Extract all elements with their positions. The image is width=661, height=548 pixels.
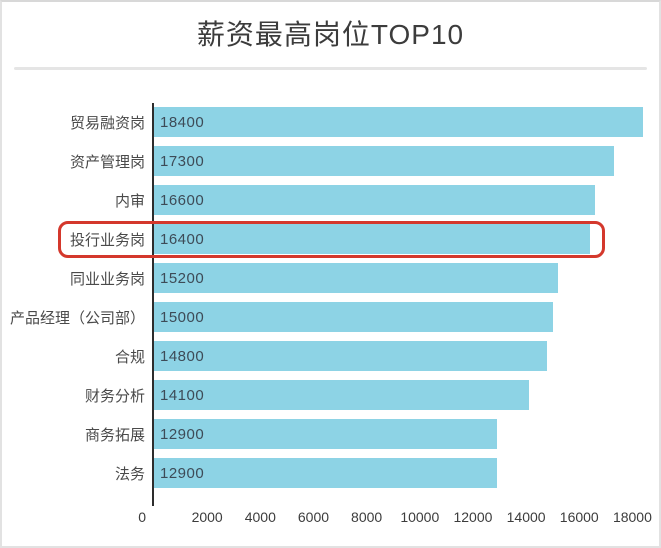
x-tick-label: 16000 <box>559 508 599 525</box>
category-label: 内审 <box>114 192 145 210</box>
bar: 18400 <box>154 107 644 138</box>
category-label: 贸易融资岗 <box>69 114 145 132</box>
chart-title: 薪资最高岗位TOP10 <box>196 19 465 50</box>
category-label: 财务分析 <box>84 387 145 405</box>
category-label: 投行业务岗 <box>69 231 145 249</box>
category-label: 商务拓展 <box>84 426 145 444</box>
bar-value-label: 14800 <box>160 347 205 365</box>
category-label: 法务 <box>114 465 145 483</box>
bar-row: 17300 <box>154 142 659 181</box>
bar-row: 16600 <box>154 181 659 220</box>
title-divider <box>14 66 647 70</box>
bar: 15200 <box>154 263 558 294</box>
bar-row: 12900 <box>154 454 659 493</box>
category-label: 资产管理岗 <box>69 153 145 171</box>
x-tick-label: 4000 <box>244 508 276 525</box>
bar-value-label: 15200 <box>160 269 205 287</box>
bar-value-label: 12900 <box>160 464 205 482</box>
bar-value-label: 16600 <box>160 191 205 209</box>
bar-row: 14800 <box>154 337 659 376</box>
chart-body: 贸易融资岗资产管理岗内审投行业务岗同业业务岗产品经理（公司部） 合规财务分析商务拓… <box>2 102 659 506</box>
bar-value-label: 18400 <box>160 113 205 131</box>
bar: 12900 <box>154 419 497 450</box>
bar: 17300 <box>154 146 614 177</box>
bar-chart: 贸易融资岗资产管理岗内审投行业务岗同业业务岗产品经理（公司部） 合规财务分析商务拓… <box>2 102 659 530</box>
category-label: 产品经理（公司部） <box>9 309 145 327</box>
x-tick-label: 14000 <box>506 508 546 525</box>
bar-row: 12900 <box>154 415 659 454</box>
bar-value-label: 14100 <box>160 386 205 404</box>
bar: 15000 <box>154 302 553 333</box>
bar-value-label: 17300 <box>160 152 205 170</box>
bar: 16400 <box>154 224 590 255</box>
bar-row: 15000 <box>154 298 659 337</box>
bar-value-label: 12900 <box>160 425 205 443</box>
category-label: 合规 <box>114 348 145 366</box>
bar: 16600 <box>154 185 596 216</box>
bar: 14100 <box>154 380 529 411</box>
bar-row: 14100 <box>154 376 659 415</box>
x-tick-label: 18000 <box>612 508 652 525</box>
bar: 12900 <box>154 458 497 489</box>
x-tick-label: 0 <box>138 508 146 525</box>
x-tick-label: 8000 <box>351 508 383 525</box>
x-tick-label: 10000 <box>400 508 440 525</box>
bar-row: 16400 <box>58 220 659 259</box>
x-axis: 0 2000 4000 6000 8000 10000 12000 14000 16000 180… <box>138 506 659 530</box>
bar-value-label: 16400 <box>160 230 205 248</box>
bar-row: 15200 <box>154 259 659 298</box>
bar-row: 18400 <box>154 103 659 142</box>
x-tick-label: 12000 <box>453 508 493 525</box>
x-tick-label: 6000 <box>297 508 330 525</box>
x-tick-label: 2000 <box>191 508 223 525</box>
plot-area: 18400 17300 16600 16400 15200 15000 14800 14100… <box>58 102 659 506</box>
bar-value-label: 15000 <box>160 308 205 326</box>
category-axis: 贸易融资岗资产管理岗内审投行业务岗同业业务岗产品经理（公司部） 合规财务分析商务拓… <box>2 103 152 506</box>
category-label: 同业业务岗 <box>69 270 145 288</box>
bar: 14800 <box>154 341 548 372</box>
